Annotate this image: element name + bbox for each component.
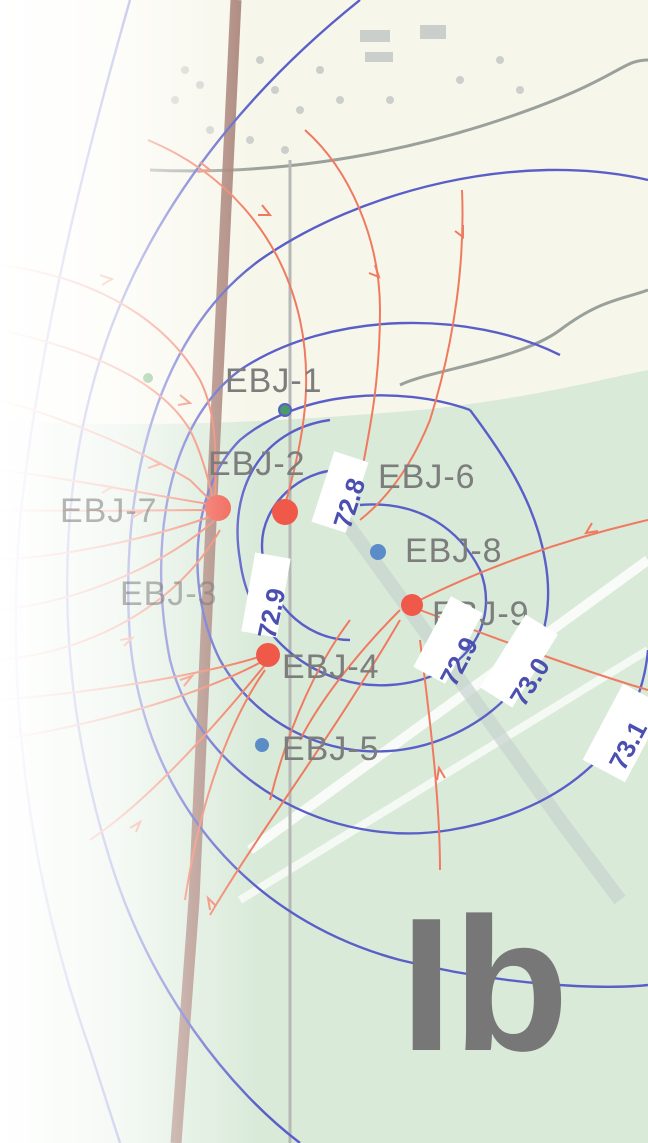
zone-label: Ib: [400, 879, 569, 1091]
well-label-ebj-4: EBJ-4: [282, 648, 380, 686]
contour-labels: 72.8 72.9 72.9 73.0 73.1: [241, 451, 648, 783]
well-label-ebj-7: EBJ-7: [60, 492, 158, 530]
well-label-ebj-6: EBJ-6: [378, 458, 476, 496]
well-label-ebj-8: EBJ-8: [405, 532, 503, 570]
well-label-ebj-2: EBJ-2: [208, 445, 306, 483]
well-label-ebj-5: EBJ-5: [282, 730, 380, 768]
well-label-ebj-3: EBJ-3: [120, 575, 218, 613]
well-label-ebj-1: EBJ-1: [225, 362, 323, 400]
